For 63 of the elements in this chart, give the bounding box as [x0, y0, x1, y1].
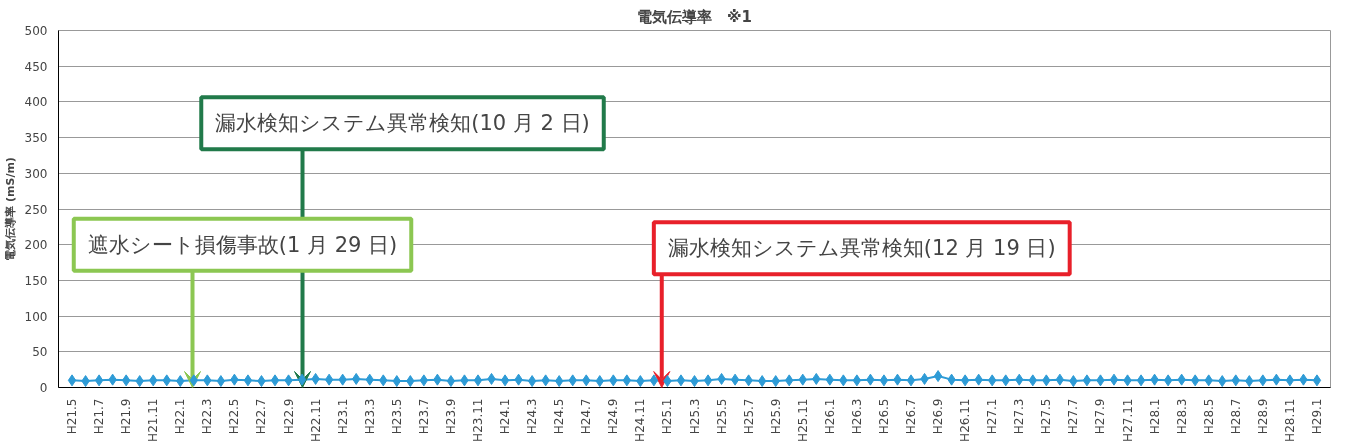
x-tick-label: H23.1 [335, 398, 350, 435]
x-tick-label: H22.11 [308, 398, 323, 442]
x-tick-label: H25.3 [687, 398, 702, 435]
annotation: 遮水シート損傷事故(1 月 29 日) [87, 232, 398, 257]
x-tick-label: H28.5 [1201, 398, 1216, 435]
y-tick-label: 100 [24, 309, 48, 324]
y-tick-label: 400 [24, 95, 48, 110]
y-tick-label: 150 [24, 273, 48, 288]
x-tick-label: H23.9 [443, 398, 458, 435]
x-tick-label: H25.1 [660, 398, 675, 435]
x-tick-label: H28.1 [1147, 398, 1162, 435]
x-tick-label: H22.5 [227, 398, 242, 435]
x-tick-label: H26.5 [876, 398, 891, 435]
x-tick-label: H22.7 [254, 398, 269, 435]
y-tick-label: 350 [24, 131, 48, 146]
x-tick-label: H25.5 [714, 398, 729, 435]
x-tick-label: H27.1 [985, 398, 1000, 435]
y-tick-label: 0 [39, 381, 48, 395]
x-tick-label: H25.11 [795, 398, 810, 442]
x-tick-label: H24.3 [525, 398, 540, 435]
x-tick-label: H23.3 [362, 398, 377, 435]
x-tick-label: H21.7 [92, 398, 107, 435]
x-tick-label: H29.1 [1309, 398, 1324, 435]
y-tick-label: 300 [24, 166, 48, 181]
x-tick-label: H22.3 [200, 398, 215, 435]
x-tick-label: H27.7 [1066, 398, 1081, 435]
x-tick-label: H21.9 [119, 398, 134, 435]
x-tick-label: H24.11 [633, 398, 648, 442]
chart-title: 電気伝導率 ※1 [636, 7, 753, 26]
x-tick-label: H27.3 [1012, 398, 1027, 435]
x-tick-label: H23.5 [389, 398, 404, 435]
x-tick-label: H26.3 [849, 398, 864, 435]
x-tick-label: H24.5 [552, 398, 567, 435]
annotation: 漏水検知システム異常検知(10 月 2 日) [215, 111, 590, 136]
x-tick-label: H27.5 [1039, 398, 1054, 435]
x-tick-label: H28.3 [1174, 398, 1189, 435]
x-tick-label: H27.9 [1093, 398, 1108, 435]
x-tick-label: H28.11 [1282, 398, 1297, 442]
x-tick-label: H27.11 [1120, 398, 1135, 442]
y-tick-label: 50 [32, 345, 48, 360]
y-tick-label: 500 [24, 24, 48, 38]
annotation: 漏水検知システム異常検知(12 月 19 日) [667, 236, 1056, 261]
x-tick-label: H26.9 [931, 398, 946, 435]
y-tick-label: 450 [24, 59, 48, 74]
x-tick-label: H21.11 [146, 398, 161, 442]
x-tick-label: H21.5 [65, 398, 80, 435]
y-tick-label: 200 [24, 238, 48, 253]
x-tick-label: H25.9 [768, 398, 783, 435]
x-tick-label: H26.7 [904, 398, 919, 435]
x-tick-label: H24.7 [579, 398, 594, 435]
x-tick-label: H24.9 [606, 398, 621, 435]
x-tick-label: H28.9 [1255, 398, 1270, 435]
x-tick-label: H26.11 [958, 398, 973, 442]
y-axis-title: 電気伝導率 (mS/m) [3, 157, 17, 261]
x-tick-label: H23.7 [416, 398, 431, 435]
x-tick-label: H25.7 [741, 398, 756, 435]
x-tick-label: H24.1 [498, 398, 513, 435]
x-tick-label: H22.9 [281, 398, 296, 435]
x-tick-label: H28.7 [1228, 398, 1243, 435]
x-tick-label: H26.1 [822, 398, 837, 435]
y-tick-label: 250 [24, 202, 48, 217]
x-tick-label: H22.1 [173, 398, 188, 435]
x-tick-label: H23.11 [470, 398, 485, 442]
